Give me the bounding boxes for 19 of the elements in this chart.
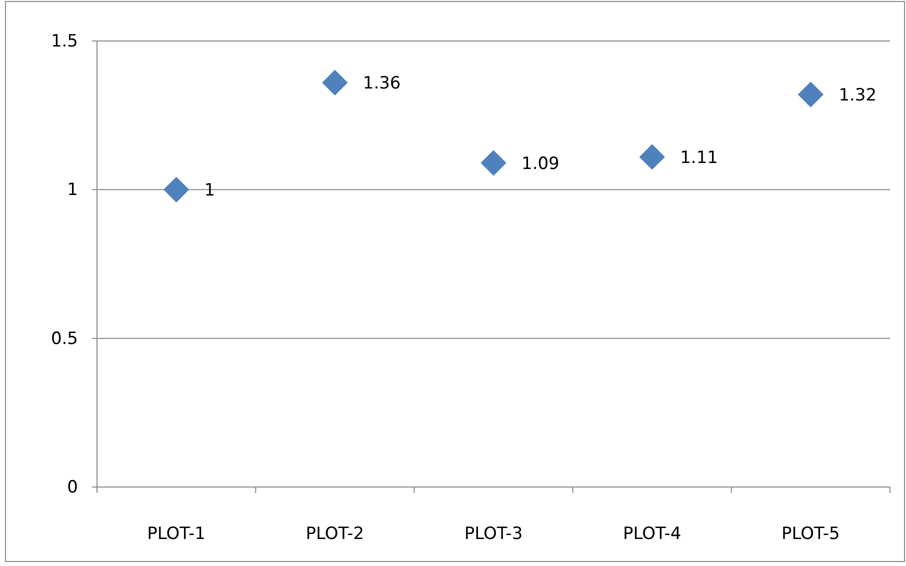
point <box>639 144 665 170</box>
x-tick-label: PLOT-5 <box>782 524 840 544</box>
point <box>798 82 824 108</box>
data-label: 1.36 <box>362 74 401 94</box>
point <box>480 150 506 176</box>
x-tick-label: PLOT-1 <box>147 524 206 544</box>
y-tick-label: 1.5 <box>50 31 78 52</box>
data-label: 1.09 <box>522 154 560 174</box>
data-label: 1.11 <box>680 148 718 168</box>
x-tick-label: PLOT-2 <box>306 524 364 544</box>
data-label: 1 <box>204 180 216 201</box>
y-tick-label: 1 <box>67 180 78 200</box>
data-label: 1.32 <box>838 85 877 106</box>
y-tick-label: 0 <box>67 477 78 498</box>
point <box>163 176 190 202</box>
x-tick-label: PLOT-4 <box>622 524 682 544</box>
point <box>322 70 348 96</box>
y-tick-label: 0.5 <box>50 328 78 349</box>
x-tick-label: PLOT-3 <box>464 524 523 544</box>
